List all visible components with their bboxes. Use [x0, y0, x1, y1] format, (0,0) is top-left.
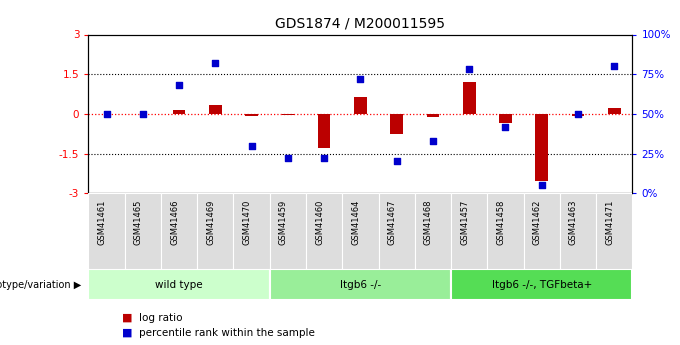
Bar — [270, 269, 451, 300]
Bar — [499, 114, 512, 123]
Text: GSM41459: GSM41459 — [279, 199, 288, 245]
Bar — [451, 193, 488, 269]
Text: ■: ■ — [122, 328, 133, 338]
Point — [246, 143, 257, 148]
Point — [391, 159, 402, 164]
Text: Itgb6 -/-, TGFbeta+: Itgb6 -/-, TGFbeta+ — [492, 280, 592, 289]
Text: GSM41461: GSM41461 — [97, 199, 107, 245]
Point — [537, 183, 547, 188]
Text: GSM41464: GSM41464 — [352, 199, 360, 245]
Text: GSM41465: GSM41465 — [134, 199, 143, 245]
Text: GSM41463: GSM41463 — [569, 199, 578, 245]
Bar — [488, 193, 524, 269]
Point — [282, 156, 293, 161]
Bar — [270, 193, 306, 269]
Text: GSM41462: GSM41462 — [532, 199, 542, 245]
Point — [500, 124, 511, 129]
Bar — [88, 269, 270, 300]
Point — [355, 76, 366, 82]
Bar — [451, 269, 632, 300]
Text: GSM41458: GSM41458 — [496, 199, 505, 245]
Bar — [245, 114, 258, 116]
Bar — [596, 193, 632, 269]
Bar — [161, 193, 197, 269]
Point — [137, 111, 148, 117]
Point — [173, 82, 184, 88]
Bar — [608, 108, 621, 114]
Bar — [560, 193, 596, 269]
Point — [210, 60, 221, 66]
Bar — [379, 193, 415, 269]
Text: GSM41466: GSM41466 — [170, 199, 179, 245]
Text: GSM41460: GSM41460 — [315, 199, 324, 245]
Text: ■: ■ — [122, 313, 133, 323]
Bar — [173, 110, 186, 114]
Bar — [233, 193, 270, 269]
Bar — [426, 114, 439, 117]
Text: Itgb6 -/-: Itgb6 -/- — [340, 280, 381, 289]
Text: log ratio: log ratio — [139, 313, 183, 323]
Bar — [572, 114, 584, 116]
Bar — [463, 82, 475, 114]
Bar — [415, 193, 451, 269]
Bar — [282, 114, 294, 115]
Point — [319, 156, 330, 161]
Bar — [354, 97, 367, 114]
Point — [609, 63, 619, 69]
Text: percentile rank within the sample: percentile rank within the sample — [139, 328, 316, 338]
Bar — [524, 193, 560, 269]
Point — [101, 111, 112, 117]
Bar — [342, 193, 379, 269]
Text: GSM41457: GSM41457 — [460, 199, 469, 245]
Bar — [197, 193, 233, 269]
Text: wild type: wild type — [155, 280, 203, 289]
Point — [464, 67, 475, 72]
Text: GSM41467: GSM41467 — [388, 199, 396, 245]
Text: GSM41469: GSM41469 — [206, 199, 216, 245]
Bar — [390, 114, 403, 134]
Bar — [209, 105, 222, 114]
Text: genotype/variation ▶: genotype/variation ▶ — [0, 280, 82, 289]
Point — [573, 111, 583, 117]
Text: GSM41468: GSM41468 — [424, 199, 433, 245]
Bar — [124, 193, 161, 269]
Bar — [306, 193, 342, 269]
Title: GDS1874 / M200011595: GDS1874 / M200011595 — [275, 17, 445, 31]
Bar — [535, 114, 548, 181]
Bar — [88, 193, 124, 269]
Text: GSM41470: GSM41470 — [243, 199, 252, 245]
Point — [428, 138, 439, 144]
Text: GSM41471: GSM41471 — [605, 199, 614, 245]
Bar — [318, 114, 330, 148]
